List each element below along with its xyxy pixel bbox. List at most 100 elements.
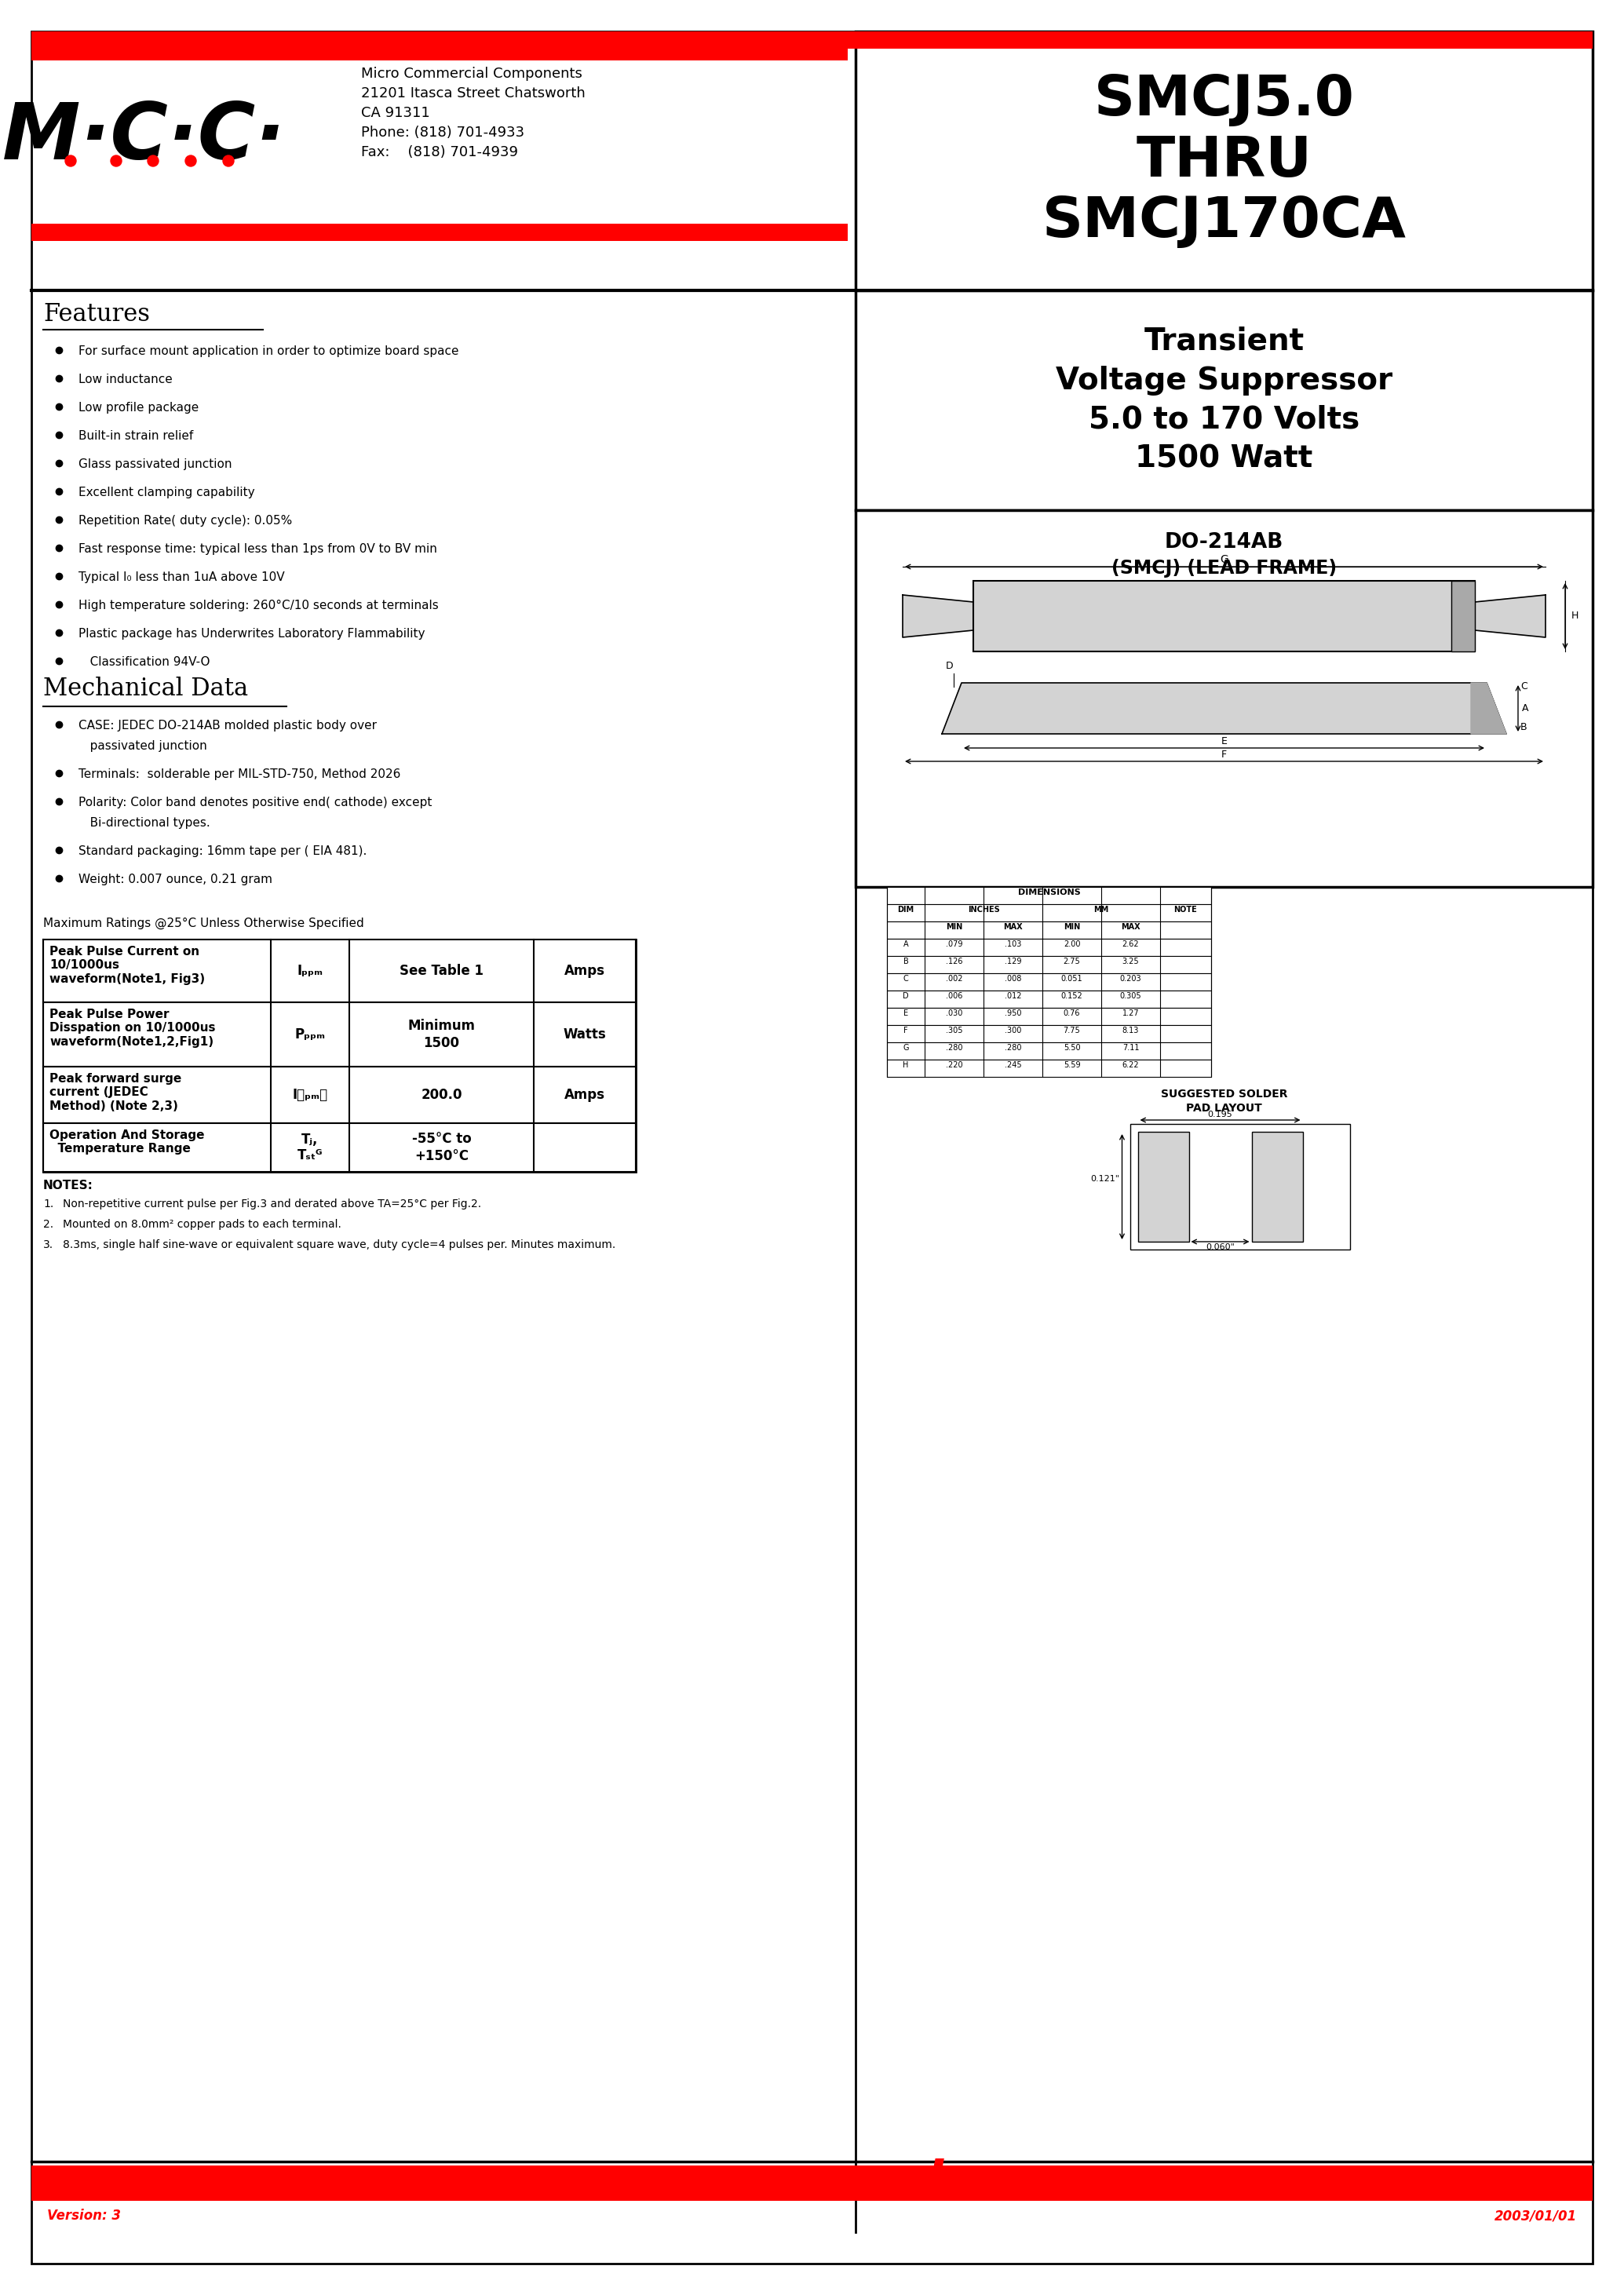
Text: 2.75: 2.75 [1064,957,1080,966]
Text: F: F [1221,750,1226,760]
Text: Terminals:  solderable per MIL-STD-750, Method 2026: Terminals: solderable per MIL-STD-750, M… [78,769,401,780]
Text: B: B [903,957,908,966]
Text: Low inductance: Low inductance [78,374,172,386]
Bar [887,1060,1212,1076]
Text: .129: .129 [1005,957,1021,966]
Text: Operation And Storage
  Temperature Range: Operation And Storage Temperature Range [49,1129,205,1154]
Bar [44,939,635,1003]
Bar [856,32,1593,291]
Polygon shape [942,684,1507,734]
Text: 0.76: 0.76 [1064,1010,1080,1017]
Text: Iₚₚₘ: Iₚₚₘ [297,964,323,978]
Text: 1.: 1. [44,1198,54,1209]
Bar [887,923,1212,939]
Bar [44,1122,635,1173]
Text: 200.0: 200.0 [421,1088,463,1102]
Bar [31,2166,1593,2201]
Text: 3.25: 3.25 [1122,957,1138,966]
Text: Typical I₀ less than 1uA above 10V: Typical I₀ less than 1uA above 10V [78,571,284,583]
Text: C: C [1520,682,1527,691]
Text: See Table 1: See Table 1 [400,964,484,978]
Text: Amps: Amps [565,964,606,978]
Text: G: G [903,1044,909,1051]
Text: NOTE: NOTE [1174,907,1197,913]
Bar [44,1067,635,1122]
Bar [44,1003,635,1067]
Text: MAX: MAX [1121,923,1140,932]
Bar [887,1042,1212,1060]
Text: .012: .012 [1005,991,1021,1001]
Text: Glass passivated junction: Glass passivated junction [78,459,232,470]
Text: 5.50: 5.50 [1064,1044,1080,1051]
Bar [887,1008,1212,1026]
Text: MAX: MAX [1004,923,1023,932]
Text: .030: .030 [945,1010,963,1017]
Text: C: C [903,975,908,982]
Text: 7.75: 7.75 [1064,1026,1080,1035]
Text: Peak Pulse Current on
10/1000us
waveform(Note1, Fig3): Peak Pulse Current on 10/1000us waveform… [49,946,205,985]
Text: Classification 94V-O: Classification 94V-O [78,656,209,668]
Text: Peak Pulse Power
Disspation on 10/1000us
waveform(Note1,2,Fig1): Peak Pulse Power Disspation on 10/1000us… [49,1008,216,1047]
Bar [31,223,848,241]
Text: Polarity: Color band denotes positive end( cathode) except: Polarity: Color band denotes positive en… [78,796,432,808]
Text: 2.: 2. [44,1219,54,1230]
Text: .079: .079 [945,941,963,948]
Text: .300: .300 [1005,1026,1021,1035]
Text: Weight: 0.007 ounce, 0.21 gram: Weight: 0.007 ounce, 0.21 gram [78,874,273,886]
Bar [1130,1125,1350,1248]
Text: 6.22: 6.22 [1122,1060,1138,1069]
Text: Non-repetitive current pulse per Fig.3 and derated above TA=25°C per Fig.2.: Non-repetitive current pulse per Fig.3 a… [63,1198,481,1209]
Text: 3.: 3. [44,1239,54,1251]
Text: MIN: MIN [1064,923,1080,932]
Text: E: E [1221,737,1228,746]
Text: Features: Features [44,303,149,326]
Bar [31,32,1593,48]
Text: 0.051: 0.051 [1060,975,1083,982]
Text: .220: .220 [945,1060,963,1069]
Text: Micro Commercial Components
21201 Itasca Street Chatsworth
CA 91311
Phone: (818): Micro Commercial Components 21201 Itasca… [361,67,585,158]
Text: SMCJ5.0
THRU
SMCJ170CA: SMCJ5.0 THRU SMCJ170CA [1043,73,1406,248]
Text: D: D [945,661,953,670]
Text: 0.060": 0.060" [1205,1244,1234,1251]
Text: For surface mount application in order to optimize board space: For surface mount application in order t… [78,344,460,358]
Text: ·M·C·C·: ·M·C·C· [0,99,286,174]
Text: 1.27: 1.27 [1122,1010,1138,1017]
Text: DIM: DIM [898,907,914,913]
Text: .126: .126 [945,957,963,966]
Bar [31,44,848,60]
Text: H: H [903,1060,909,1069]
Text: 0.121": 0.121" [1091,1175,1119,1182]
Bar [887,1026,1212,1042]
Text: MM: MM [1093,907,1109,913]
Polygon shape [1475,594,1546,638]
Text: www.mccsemi.com: www.mccsemi.com [544,2157,1080,2208]
Text: 8.3ms, single half sine-wave or equivalent square wave, duty cycle=4 pulses per.: 8.3ms, single half sine-wave or equivale… [63,1239,615,1251]
Text: DO-214AB: DO-214AB [1164,532,1283,553]
Polygon shape [903,594,973,638]
Text: -55°C to
+150°C: -55°C to +150°C [412,1131,471,1164]
Text: Excellent clamping capability: Excellent clamping capability [78,487,255,498]
Text: Fast response time: typical less than 1ps from 0V to BV min: Fast response time: typical less than 1p… [78,544,437,555]
Text: .008: .008 [1005,975,1021,982]
Circle shape [148,156,159,168]
Text: Transient
Voltage Suppressor
5.0 to 170 Volts
1500 Watt: Transient Voltage Suppressor 5.0 to 170 … [1056,326,1392,475]
Text: 0.305: 0.305 [1121,991,1142,1001]
Text: NOTES:: NOTES: [44,1180,93,1191]
Text: Amps: Amps [565,1088,606,1102]
Text: Watts: Watts [564,1028,606,1042]
Polygon shape [1471,684,1507,734]
Text: Bi-directional types.: Bi-directional types. [78,817,209,828]
Text: 0.203: 0.203 [1121,975,1142,982]
Text: .950: .950 [1005,1010,1021,1017]
Bar [856,509,1593,886]
Text: MIN: MIN [945,923,963,932]
Text: F: F [903,1026,908,1035]
Text: .002: .002 [945,975,963,982]
Text: H: H [1572,610,1579,622]
Text: INCHES: INCHES [968,907,999,913]
Text: A: A [903,941,908,948]
Text: 2.00: 2.00 [1064,941,1080,948]
Bar [887,957,1212,973]
Text: .006: .006 [945,991,963,1001]
Circle shape [222,156,234,168]
